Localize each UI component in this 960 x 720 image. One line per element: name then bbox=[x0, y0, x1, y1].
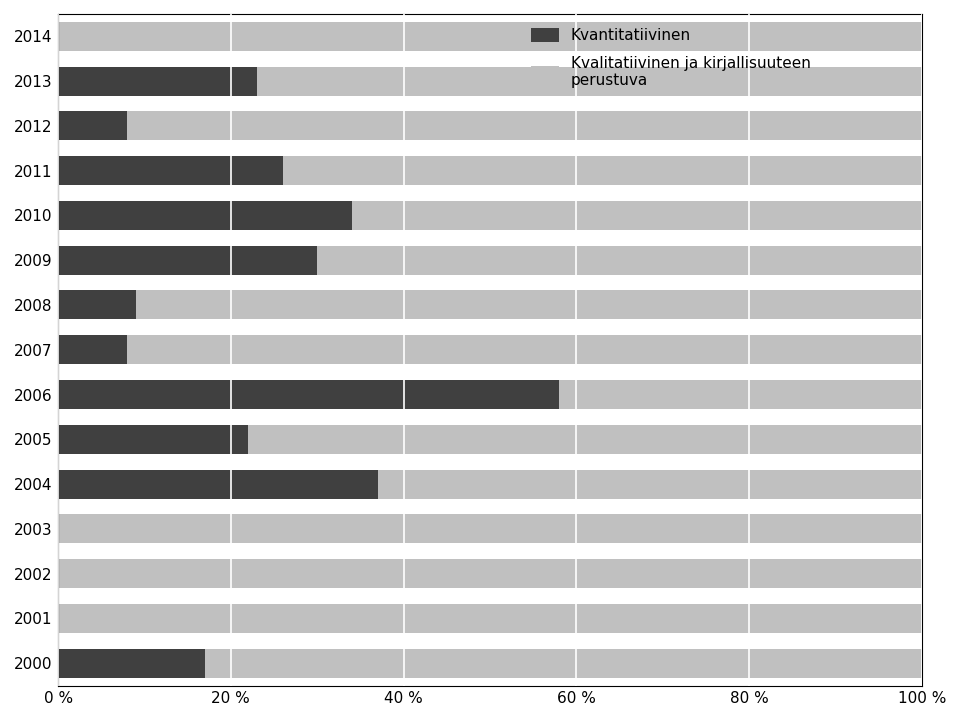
Bar bbox=[204, 649, 922, 678]
Bar bbox=[58, 112, 127, 140]
Bar bbox=[58, 66, 256, 96]
Bar bbox=[351, 201, 922, 230]
Bar bbox=[58, 22, 922, 51]
Bar bbox=[127, 336, 922, 364]
Bar bbox=[58, 336, 127, 364]
Bar bbox=[127, 112, 922, 140]
Bar bbox=[58, 604, 922, 633]
Bar bbox=[58, 425, 248, 454]
Bar bbox=[58, 469, 377, 499]
Bar bbox=[377, 469, 922, 499]
Bar bbox=[248, 425, 922, 454]
Bar bbox=[135, 290, 922, 320]
Bar bbox=[256, 66, 922, 96]
Bar bbox=[559, 380, 922, 409]
Bar bbox=[317, 246, 922, 275]
Bar bbox=[58, 246, 317, 275]
Bar bbox=[58, 201, 351, 230]
Bar bbox=[58, 156, 282, 185]
Bar bbox=[58, 514, 922, 544]
Bar bbox=[58, 649, 204, 678]
Legend: Kvantitatiivinen, Kvalitatiivinen ja kirjallisuuteen
perustuva: Kvantitatiivinen, Kvalitatiivinen ja kir… bbox=[531, 28, 810, 88]
Bar bbox=[58, 380, 559, 409]
Bar bbox=[282, 156, 922, 185]
Bar bbox=[58, 559, 922, 588]
Bar bbox=[58, 290, 135, 320]
